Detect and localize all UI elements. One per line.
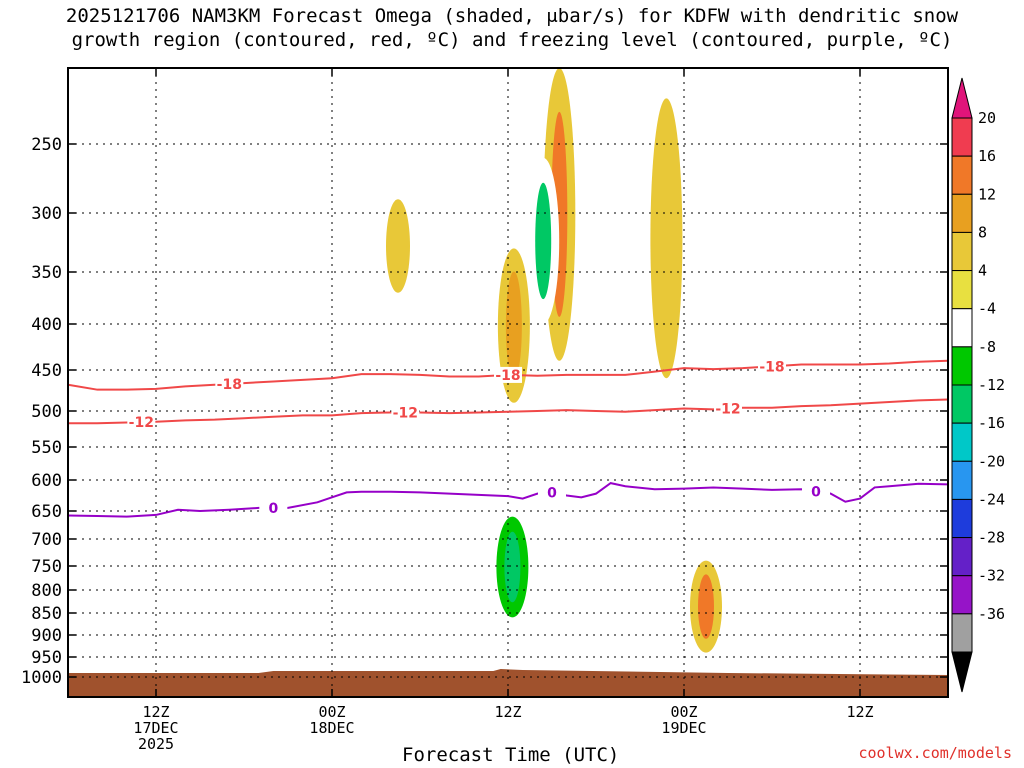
contour-label-minus18-2: -18 — [759, 359, 784, 375]
x-tick-label-30-0: 12Z — [494, 703, 521, 721]
x-tick-label-6-0: 12Z — [142, 703, 169, 721]
colorbar-swatch-1 — [951, 155, 973, 195]
colorbar-label-4: 4 — [978, 262, 987, 280]
contour-label-freezing-level-2: 0 — [811, 484, 821, 500]
y-tick-label-600: 600 — [31, 471, 62, 491]
y-tick-label-700: 700 — [31, 530, 62, 550]
colorbar-label-10: -24 — [978, 490, 1005, 508]
omega-feature-descent-d — [184, 463, 216, 534]
colorbar-label-5: -4 — [978, 300, 996, 318]
colorbar-swatch-2 — [951, 193, 973, 233]
contour-label-bg — [494, 366, 522, 383]
colorbar-label-9: -20 — [978, 452, 1005, 470]
y-tick-label-850: 850 — [31, 604, 62, 624]
title-line-1: 2025121706 NAM3KM Forecast Omega (shaded… — [65, 5, 959, 27]
contour-label-bg — [127, 414, 156, 431]
omega-core-low-level-ascent — [698, 574, 714, 639]
contour-label-bg — [714, 400, 742, 417]
contour-label-bg — [259, 499, 288, 516]
x-tick-label-18-1: 18DEC — [309, 719, 354, 737]
colorbar-label-11: -28 — [978, 529, 1005, 547]
colorbar-swatch-9 — [951, 460, 973, 500]
y-tick-label-650: 650 — [31, 502, 62, 522]
y-tick-label-900: 900 — [31, 626, 62, 646]
x-axis-label: Forecast Time (UTC) — [402, 744, 620, 766]
colorbar-swatch-5 — [951, 308, 973, 348]
colorbar-swatch-6 — [951, 346, 973, 386]
colorbar-label-8: -16 — [978, 414, 1005, 432]
omega-feature-descent-e — [345, 626, 378, 640]
colorbar-swatch-3 — [951, 231, 973, 272]
credit-link[interactable]: coolwx.com/models — [858, 744, 1012, 762]
y-tick-label-800: 800 — [31, 581, 62, 601]
colorbar-label-1: 16 — [978, 147, 996, 165]
contour-label-minus18-0: -18 — [217, 377, 242, 393]
colorbar-top-arrow — [951, 77, 973, 119]
y-tick-label-450: 450 — [31, 361, 62, 381]
contour-label-bg — [215, 375, 244, 392]
omega-core-midlevel-ascent — [505, 271, 522, 380]
x-tick-label-42-0: 00Z — [670, 703, 697, 721]
contour-label-bg — [802, 483, 830, 500]
colorbar-swatch-7 — [951, 384, 973, 424]
colorbar-swatch-0 — [951, 117, 973, 157]
contour-label-minus18-1: -18 — [495, 368, 520, 384]
colorbar-label-6: -8 — [978, 338, 996, 356]
colorbar-label-0: 20 — [978, 109, 996, 127]
terrain — [68, 669, 948, 697]
omega-feature-descent-b — [558, 342, 590, 590]
omega-core-descent-c — [535, 182, 552, 300]
omega-core-descent-a — [504, 531, 521, 603]
colorbar-label-2: 12 — [978, 185, 996, 203]
contour-label-bg — [538, 484, 566, 501]
contour-label-freezing-level-1: 0 — [547, 485, 557, 501]
colorbar-label-13: -36 — [978, 605, 1005, 623]
x-tick-label-54-0: 12Z — [846, 703, 873, 721]
contour-label-freezing-level-0: 0 — [268, 501, 278, 517]
contour-label-minus12-1: -12 — [393, 405, 418, 421]
colorbar-label-7: -12 — [978, 376, 1005, 394]
x-tick-label-42-1: 19DEC — [661, 719, 706, 737]
colorbar-swatch-8 — [951, 422, 973, 462]
y-tick-label-950: 950 — [31, 648, 62, 668]
colorbar-label-3: 8 — [978, 223, 987, 241]
y-axis: 2503003504004505005506006507007508008509… — [21, 135, 948, 688]
colorbar-swatch-13 — [951, 613, 973, 653]
contour-label-bg — [391, 404, 420, 421]
contour-minus12 — [68, 398, 949, 425]
y-tick-label-400: 400 — [31, 315, 62, 335]
colorbar-label-12: -32 — [978, 567, 1005, 585]
title-line-2: growth region (contoured, red, ºC) and f… — [71, 29, 953, 51]
contour-label-bg — [758, 358, 786, 375]
y-tick-label-300: 300 — [31, 204, 62, 224]
colorbar: 20 16 12 8 4 -4 -8 -12 -16 -20 -24 -28 -32 -36 — [951, 77, 1005, 693]
colorbar-swatch-12 — [951, 575, 973, 615]
colorbar-swatch-11 — [951, 537, 973, 577]
colorbar-bottom-arrow — [951, 651, 973, 693]
omega-feature-upper-ascent-b — [650, 98, 683, 379]
y-tick-label-550: 550 — [31, 438, 62, 458]
y-tick-label-350: 350 — [31, 263, 62, 283]
y-tick-label-750: 750 — [31, 557, 62, 577]
contour-label-minus12-0: -12 — [129, 415, 154, 431]
contour-label-minus12-2: -12 — [715, 402, 740, 418]
x-tick-label-6-1: 17DEC — [133, 719, 178, 737]
omega-feature-cirrus-level — [386, 199, 410, 293]
y-tick-label-250: 250 — [31, 135, 62, 155]
x-tick-label-6-2: 2025 — [138, 735, 174, 753]
omega-shading — [184, 68, 722, 653]
x-tick-label-18-0: 00Z — [318, 703, 345, 721]
y-tick-label-1000: 1000 — [21, 668, 62, 688]
colorbar-swatch-4 — [951, 270, 973, 310]
y-tick-label-500: 500 — [31, 402, 62, 422]
colorbar-swatch-10 — [951, 498, 973, 539]
chart-title: 2025121706 NAM3KM Forecast Omega (shaded… — [0, 4, 1024, 52]
